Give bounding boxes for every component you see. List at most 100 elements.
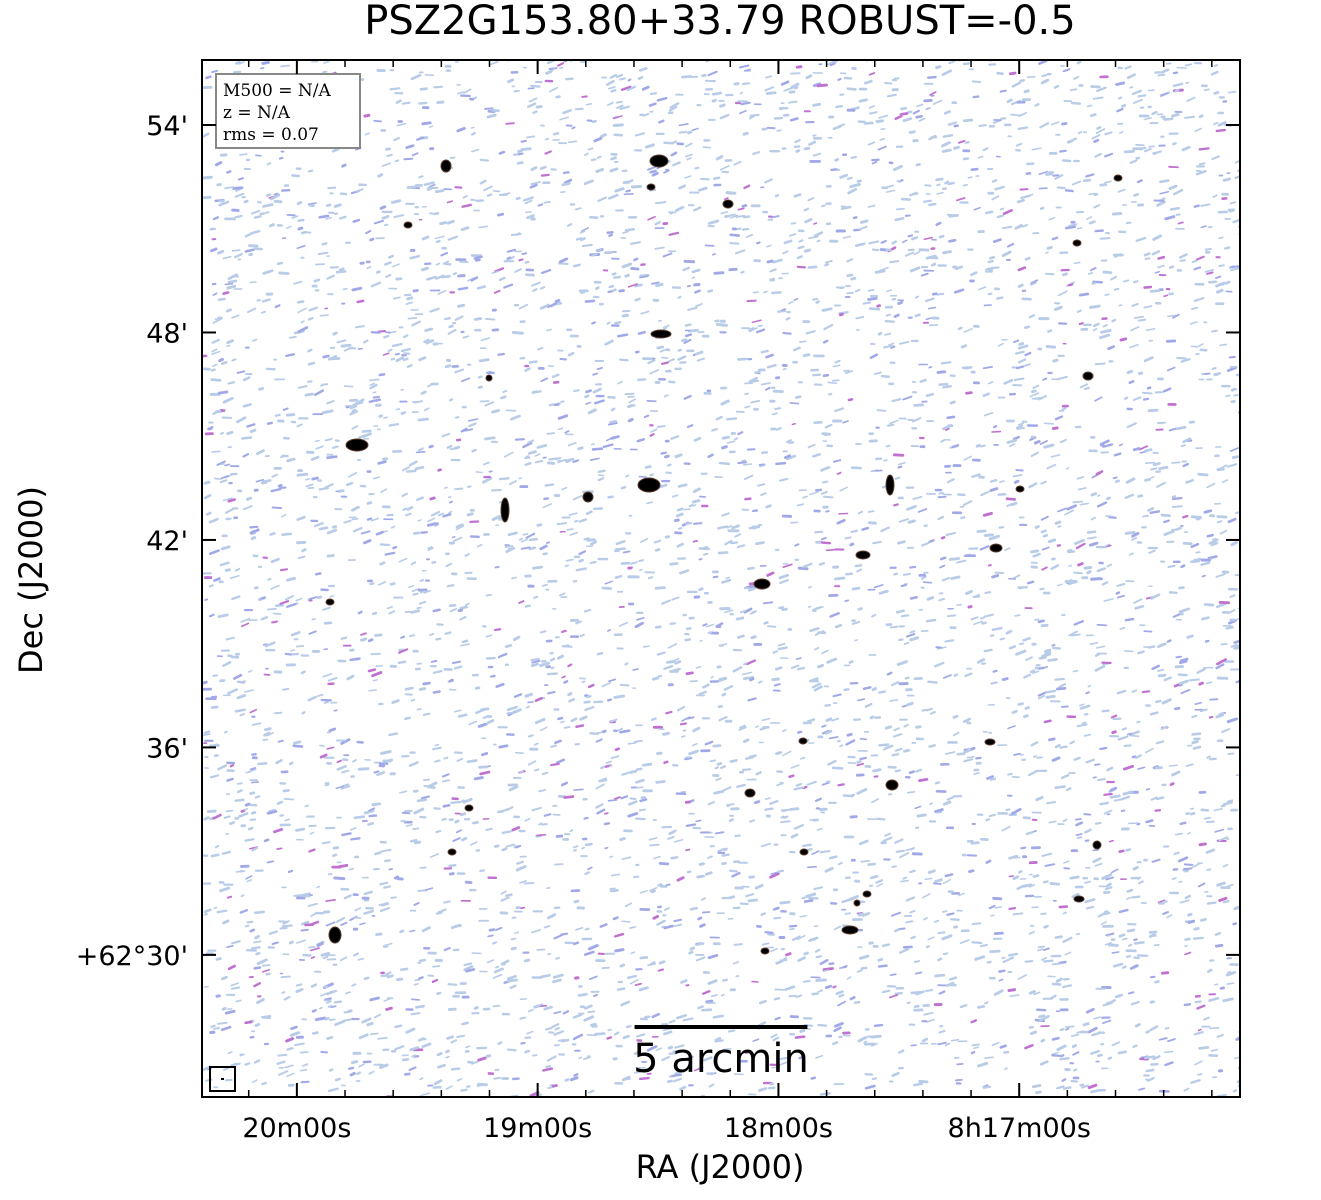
noise [846,291,854,295]
noise [638,559,645,563]
noise [629,979,639,985]
noise [748,376,758,384]
noise [944,426,950,431]
noise [534,717,546,725]
noise [935,221,942,227]
noise [847,398,854,402]
noise [531,390,542,394]
noise [238,812,249,818]
noise [456,1034,466,1039]
noise [858,954,870,960]
noise [323,700,329,704]
noise [1218,896,1228,902]
noise [327,677,338,682]
noise [1130,1000,1140,1006]
noise [435,262,441,266]
noise [738,726,747,731]
noise [433,85,443,89]
noise [372,391,377,394]
noise [1100,329,1112,334]
noise [910,935,916,940]
noise [926,596,935,601]
noise [1187,919,1196,924]
noise [454,315,464,321]
noise [211,350,221,355]
noise [297,385,308,389]
noise [269,193,281,201]
noise [838,123,846,128]
noise [1083,733,1092,737]
noise [234,567,241,572]
noise [459,605,469,610]
noise [793,786,805,791]
noise [506,975,517,980]
noise [1105,932,1115,937]
noise [817,663,825,669]
noise [1104,180,1112,184]
noise [659,200,667,204]
noise [834,359,841,364]
noise [1092,327,1098,332]
noise [909,630,916,634]
noise [1225,394,1231,398]
noise [262,269,274,275]
noise [652,914,659,920]
noise [854,639,859,642]
noise [1172,82,1184,88]
noise [1086,104,1093,108]
noise [1139,146,1147,151]
noise [285,353,296,358]
noise [511,826,521,832]
noise [464,553,470,557]
noise [1042,880,1049,884]
noise [374,851,382,856]
noise [909,636,920,642]
noise [412,289,419,293]
noise [1065,225,1077,230]
noise [956,752,966,756]
noise [427,546,433,550]
noise [548,67,558,71]
noise [868,105,875,109]
noise [440,251,449,257]
noise [905,896,916,902]
noise [217,249,225,255]
noise [1071,1044,1077,1049]
noise [351,425,359,430]
noise [658,119,665,124]
noise [572,495,583,501]
noise [543,925,551,929]
noise [1074,818,1082,821]
noise [242,376,251,382]
noise [661,599,672,605]
noise [1175,425,1187,431]
noise [924,877,933,881]
noise [585,510,593,515]
noise [539,544,548,551]
noise [837,783,845,787]
noise [987,260,994,264]
noise [589,457,600,461]
noise [736,634,745,639]
noise [883,344,894,349]
noise [958,139,966,144]
noise [891,240,898,245]
noise [417,519,422,522]
noise [729,233,740,237]
noise [1016,198,1025,204]
noise [368,1070,375,1075]
noise [711,427,718,432]
noise [906,1001,911,1005]
noise [1143,305,1153,309]
noise [219,479,228,484]
noise [796,934,806,941]
noise [1195,255,1205,261]
noise [244,838,255,842]
noise [1160,68,1170,74]
noise [1012,574,1021,580]
noise [812,297,819,301]
noise [514,438,525,441]
noise [654,220,661,226]
noise [599,923,608,928]
noise [1040,78,1050,85]
